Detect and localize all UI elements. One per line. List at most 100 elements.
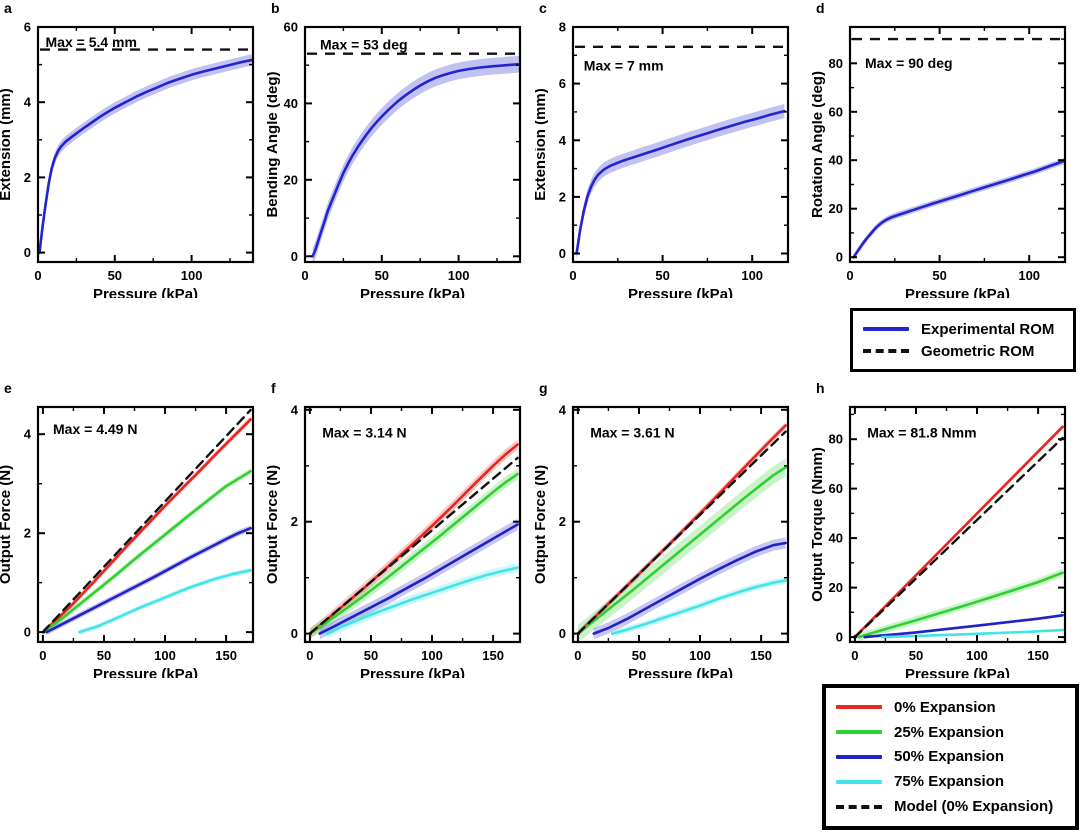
axis-ticks: [38, 407, 253, 642]
svg-text:6: 6: [559, 76, 566, 91]
tick-labels: 0 50 100 150 0 2 4: [24, 427, 237, 663]
svg-text:50: 50: [375, 268, 389, 283]
svg-text:0: 0: [291, 249, 298, 264]
chart-panel-f: 0 50 100 150 0 2 4 Pressure (kPa) Output Force (…: [264, 380, 535, 683]
x-axis-label: Pressure (kPa): [93, 286, 198, 298]
h-line-3: [880, 628, 1064, 639]
svg-text:100: 100: [154, 648, 176, 663]
svg-text:6: 6: [24, 20, 31, 35]
max-annotation: Max = 4.49 N: [53, 421, 137, 437]
chart-panel-g: 0 50 100 150 0 2 4 Pressure (kPa) Output Force (…: [532, 380, 803, 683]
panel-letter-e: e: [4, 380, 12, 396]
svg-text:100: 100: [741, 268, 763, 283]
y-axis-label: Output Force (N): [267, 465, 281, 584]
svg-text:50: 50: [632, 648, 646, 663]
svg-text:4: 4: [24, 95, 32, 110]
chart-svg-e: 0 50 100 150 0 2 4 Pressure (kPa) Output Force (…: [0, 380, 255, 683]
axes-box: [571, 405, 790, 644]
y-axis-label: Bending Angle (deg): [267, 71, 281, 217]
svg-text:4: 4: [559, 133, 567, 148]
geometric-rom-line-sample: [863, 349, 909, 353]
d-line-0: [852, 159, 1064, 259]
svg-text:20: 20: [829, 580, 843, 595]
series-lines: [852, 159, 1064, 259]
svg-text:8: 8: [559, 20, 566, 35]
svg-text:50: 50: [108, 268, 122, 283]
legend-item-75-expansion: 75% Expansion: [836, 769, 1065, 794]
chart-svg-d: 0 50 100 0 20 40 60 80 Pressure (kPa) Rotation An…: [809, 0, 1067, 303]
tick-labels: 0 50 100 0 2 4 6: [24, 20, 203, 284]
svg-text:4: 4: [24, 427, 32, 442]
model-0-expansion-line-sample: [836, 804, 882, 809]
svg-text:100: 100: [181, 268, 203, 283]
chart-panel-h: 0 50 100 150 0 20 40 60 80 Pressure (kPa) Output T…: [809, 380, 1080, 683]
series-lines: [311, 62, 519, 258]
g-band-2: [593, 537, 786, 640]
chart-panel-e: 0 50 100 150 0 2 4 Pressure (kPa) Output Force (…: [0, 380, 268, 683]
legend-label-75-expansion: 75% Expansion: [894, 773, 1005, 791]
series-bands: [312, 55, 519, 261]
g-line-1: [576, 466, 787, 635]
max-annotation: Max = 90 deg: [865, 55, 953, 71]
a-line-0: [39, 58, 252, 254]
axes-box: [303, 25, 522, 264]
chart-panel-d: 0 50 100 0 20 40 60 80 Pressure (kPa) Rotation An…: [809, 0, 1080, 303]
g-line-3: [610, 579, 787, 635]
chart-svg-f: 0 50 100 150 0 2 4 Pressure (kPa) Output Force (…: [264, 380, 522, 683]
svg-text:150: 150: [482, 648, 504, 663]
chart-panel-c: 0 50 100 0 2 4 6 8 Pressure (kPa) Extension (mm) M…: [532, 0, 803, 303]
chart-svg-a: 0 50 100 0 2 4 6 Pressure (kPa) Extension (mm) Ma…: [0, 0, 255, 303]
expansion-50-line-sample: [836, 754, 882, 759]
x-axis-label: Pressure (kPa): [905, 286, 1010, 298]
y-axis-label: Extension (mm): [0, 88, 14, 201]
y-axis-label: Rotation Angle (deg): [812, 71, 826, 218]
h-line-0: [853, 425, 1064, 639]
svg-text:20: 20: [829, 201, 843, 216]
series-lines: [853, 425, 1064, 639]
f-line-4: [308, 456, 519, 635]
max-annotation: Max = 81.8 Nmm: [867, 425, 976, 441]
series-bands: [576, 104, 785, 261]
axes-box: [848, 25, 1067, 264]
axes-box: [36, 405, 255, 644]
chart-panel-b: 0 50 100 0 20 40 60 Pressure (kPa) Bending Angle…: [264, 0, 535, 303]
chart-svg-h: 0 50 100 150 0 20 40 60 80 Pressure (kPa) Output T…: [809, 380, 1067, 683]
svg-text:60: 60: [829, 481, 843, 496]
svg-text:100: 100: [448, 268, 470, 283]
x-axis-label: Pressure (kPa): [628, 286, 733, 298]
max-annotation: Max = 7 mm: [584, 58, 664, 74]
svg-text:0: 0: [559, 246, 566, 261]
series-lines: [308, 443, 519, 635]
b-band-0: [312, 55, 519, 261]
svg-text:80: 80: [829, 432, 843, 447]
svg-text:100: 100: [689, 648, 711, 663]
chart-svg-b: 0 50 100 0 20 40 60 Pressure (kPa) Bending Angle…: [264, 0, 522, 303]
f-line-3: [325, 566, 519, 635]
panel-letter-h: h: [816, 380, 825, 396]
expansion-75-line-sample: [836, 779, 882, 784]
expansion-0-line-sample: [836, 705, 882, 710]
svg-text:50: 50: [364, 648, 378, 663]
svg-text:0: 0: [301, 268, 308, 283]
svg-text:100: 100: [1018, 268, 1040, 283]
max-annotation: Max = 5.4 mm: [46, 34, 137, 50]
experimental-rom-line-sample: [863, 327, 909, 331]
svg-text:0: 0: [24, 625, 31, 640]
tick-labels: 0 50 100 0 20 40 60: [284, 20, 470, 284]
svg-text:40: 40: [829, 153, 843, 168]
e-line-1: [41, 470, 252, 634]
svg-text:2: 2: [24, 170, 31, 185]
x-axis-label: Pressure (kPa): [93, 666, 198, 678]
legend-label-model-0-expansion: Model (0% Expansion): [894, 798, 1054, 816]
legend-item-experimental-rom: Experimental ROM: [863, 318, 1063, 340]
legend-item-geometric-rom: Geometric ROM: [863, 340, 1063, 362]
svg-text:0: 0: [836, 250, 843, 265]
axes-box: [36, 25, 255, 264]
chart-svg-g: 0 50 100 150 0 2 4 Pressure (kPa) Output Force (…: [532, 380, 790, 683]
tick-labels: 0 50 100 150 0 20 40 60 80: [829, 432, 1049, 663]
x-axis-label: Pressure (kPa): [360, 286, 465, 298]
y-axis-label: Output Torque (Nmm): [812, 447, 826, 602]
h-line-1: [857, 571, 1064, 639]
legend-label-50-expansion: 50% Expansion: [894, 748, 1005, 766]
svg-text:50: 50: [932, 268, 946, 283]
